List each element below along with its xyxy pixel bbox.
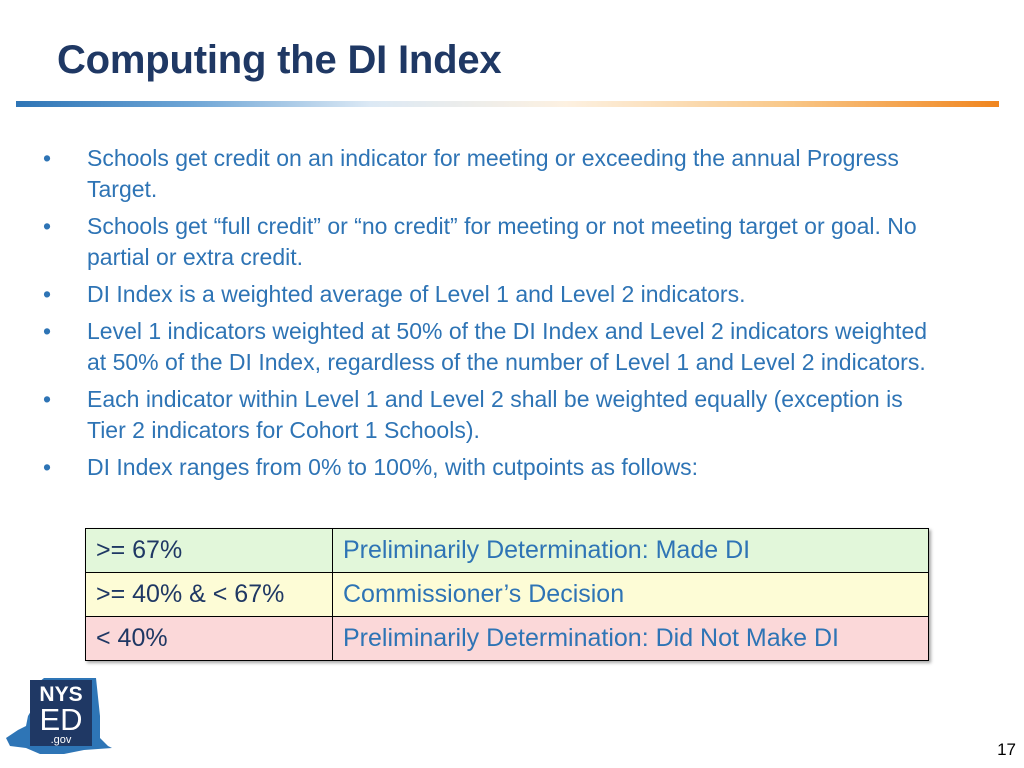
logo-text-gov: .gov: [51, 734, 72, 746]
bullet-list: • Schools get credit on an indicator for …: [40, 143, 940, 489]
bullet-text: DI Index is a weighted average of Level …: [87, 281, 746, 307]
bullet-item: • Schools get credit on an indicator for …: [40, 143, 940, 205]
cutpoint-row-made-di: >= 67% Preliminarily Determination: Made…: [85, 528, 929, 573]
cutpoint-row-commissioner: >= 40% & < 67% Commissioner’s Decision: [85, 572, 929, 617]
bullet-item: • Schools get “full credit” or “no credit…: [40, 211, 940, 273]
bullet-dot: •: [43, 145, 52, 171]
bullet-text: Schools get “full credit” or “no credit”…: [87, 213, 917, 270]
cutpoint-range: >= 67%: [85, 528, 333, 573]
cutpoint-determination: Commissioner’s Decision: [332, 572, 929, 617]
bullet-dot: •: [43, 386, 52, 412]
bullet-dot: •: [43, 318, 52, 344]
cutpoints-table: >= 67% Preliminarily Determination: Made…: [85, 528, 929, 661]
bullet-dot: •: [43, 281, 52, 307]
bullet-text: DI Index ranges from 0% to 100%, with cu…: [87, 454, 699, 480]
cutpoint-row-did-not-make-di: < 40% Preliminarily Determination: Did N…: [85, 616, 929, 661]
bullet-item: • DI Index ranges from 0% to 100%, with c…: [40, 452, 940, 483]
cutpoint-determination: Preliminarily Determination: Did Not Mak…: [332, 616, 929, 661]
bullet-text: Level 1 indicators weighted at 50% of th…: [87, 318, 928, 375]
cutpoint-range: < 40%: [85, 616, 333, 661]
bullet-text: Each indicator within Level 1 and Level …: [87, 386, 903, 443]
logo-text-ed: ED: [39, 702, 82, 737]
slide-title: Computing the DI Index: [57, 38, 502, 82]
title-divider: [16, 101, 999, 107]
page-number: 17: [997, 740, 1016, 759]
cutpoint-determination: Preliminarily Determination: Made DI: [332, 528, 929, 573]
bullet-dot: •: [43, 213, 52, 239]
logo-text-nys: NYS: [39, 683, 82, 706]
bullet-item: • Each indicator within Level 1 and Level…: [40, 384, 940, 446]
bullet-text: Schools get credit on an indicator for m…: [87, 145, 899, 202]
cutpoint-range: >= 40% & < 67%: [85, 572, 333, 617]
bullet-item: • Level 1 indicators weighted at 50% of t…: [40, 316, 940, 378]
nysed-logo: NYS ED .gov: [6, 678, 112, 754]
bullet-dot: •: [43, 454, 52, 480]
logo-box: [30, 680, 92, 746]
bullet-item: • DI Index is a weighted average of Level…: [40, 279, 940, 310]
